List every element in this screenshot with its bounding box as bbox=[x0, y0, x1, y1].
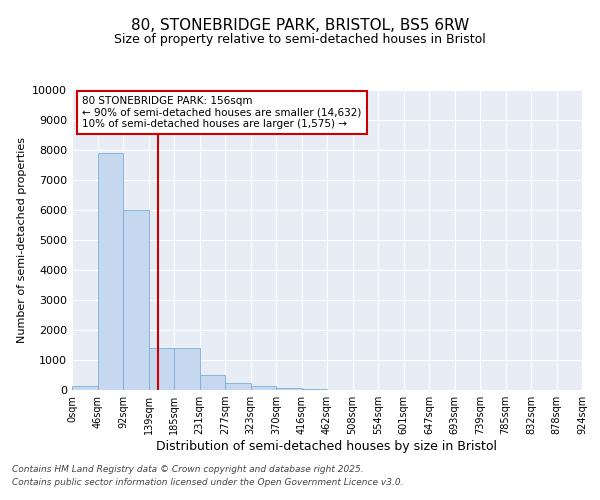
Bar bbox=[276, 388, 302, 390]
Text: Contains public sector information licensed under the Open Government Licence v3: Contains public sector information licen… bbox=[12, 478, 404, 487]
Bar bbox=[225, 382, 251, 390]
Text: 80, STONEBRIDGE PARK, BRISTOL, BS5 6RW: 80, STONEBRIDGE PARK, BRISTOL, BS5 6RW bbox=[131, 18, 469, 32]
Bar bbox=[72, 386, 97, 390]
Bar bbox=[251, 386, 276, 390]
Bar bbox=[123, 210, 149, 390]
Bar bbox=[199, 375, 225, 390]
Y-axis label: Number of semi-detached properties: Number of semi-detached properties bbox=[17, 137, 26, 343]
Bar bbox=[149, 348, 174, 390]
Bar bbox=[174, 348, 199, 390]
Text: Contains HM Land Registry data © Crown copyright and database right 2025.: Contains HM Land Registry data © Crown c… bbox=[12, 466, 364, 474]
Bar bbox=[97, 153, 123, 390]
Bar bbox=[302, 389, 327, 390]
Text: 80 STONEBRIDGE PARK: 156sqm
← 90% of semi-detached houses are smaller (14,632)
1: 80 STONEBRIDGE PARK: 156sqm ← 90% of sem… bbox=[82, 96, 362, 129]
X-axis label: Distribution of semi-detached houses by size in Bristol: Distribution of semi-detached houses by … bbox=[157, 440, 497, 453]
Text: Size of property relative to semi-detached houses in Bristol: Size of property relative to semi-detach… bbox=[114, 32, 486, 46]
